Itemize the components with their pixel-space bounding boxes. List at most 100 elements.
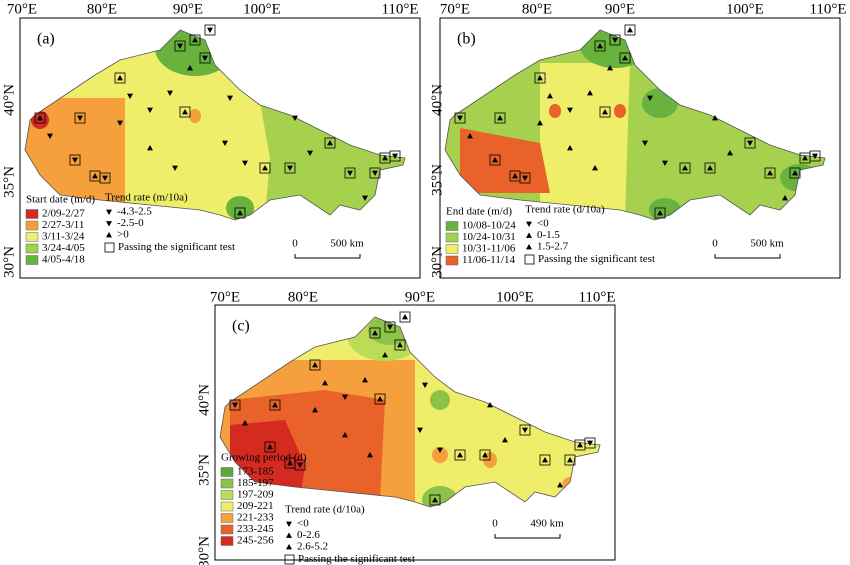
legend-title: End date (m/d) [446, 206, 512, 218]
station-marker [537, 120, 543, 126]
map-panel: (a) Start date (m/d) 2/09-2/272/27-3/113/1… [19, 17, 421, 279]
station-marker [397, 342, 403, 348]
station-box [174, 40, 186, 52]
station-marker [227, 95, 233, 101]
station-marker [372, 170, 378, 176]
latitude-label: 30°N [1, 246, 17, 278]
map-panel: (b)End date (m/d)10/08-10/2410/24-10/311… [439, 17, 841, 279]
station-box [429, 494, 441, 506]
scale-label: 500 km [750, 238, 784, 250]
station-marker [747, 140, 753, 146]
station-marker [622, 55, 628, 61]
station-marker [47, 133, 53, 139]
scale-zero: 0 [712, 238, 718, 250]
station-box [264, 441, 276, 453]
station-marker [37, 115, 43, 121]
station-marker [537, 75, 543, 81]
station-marker [117, 75, 123, 81]
station-box [539, 454, 551, 466]
station-marker [172, 165, 178, 171]
station-marker [207, 27, 213, 33]
scale-zero: 0 [292, 238, 298, 250]
longitude-label: 100°E [243, 1, 281, 17]
legend-swatch [220, 513, 234, 523]
legend-label: 197-209 [237, 489, 274, 501]
trend-symbol [526, 221, 532, 227]
scale-bar [494, 534, 561, 539]
region-outline [24, 29, 406, 221]
station-marker [187, 65, 193, 71]
station-marker [597, 43, 603, 49]
scale-zero: 0 [492, 518, 498, 530]
trend-symbol [106, 209, 112, 215]
trend-symbol [526, 232, 532, 238]
legend-label: 10/31-11/06 [462, 243, 516, 255]
station-box [189, 34, 201, 46]
trend-label: -2.5-0 [117, 217, 144, 229]
station-marker [497, 115, 503, 121]
station-marker [292, 115, 298, 121]
panel-label: (b) [457, 31, 476, 48]
station-marker [792, 170, 798, 176]
station-marker [382, 155, 388, 161]
station-marker [192, 37, 198, 43]
trend-label: >0 [117, 229, 129, 241]
station-marker [127, 93, 133, 99]
latitude-label: 35°N [429, 164, 445, 196]
station-box [454, 112, 466, 124]
station-marker [167, 90, 173, 96]
station-box [369, 327, 381, 339]
passing-box [284, 554, 295, 565]
latitude-label: 35°N [1, 166, 17, 198]
legend-swatch [445, 221, 459, 231]
passing-label: Passing the significant test [538, 253, 655, 265]
station-marker [727, 150, 733, 156]
station-box [369, 167, 381, 179]
station-marker [327, 140, 333, 146]
station-box [679, 162, 691, 174]
station-box [284, 162, 296, 174]
station-marker [182, 109, 188, 115]
station-marker [767, 170, 773, 176]
scale-bar [714, 254, 781, 259]
station-box [389, 150, 401, 162]
longitude-label: 70°E [210, 289, 240, 305]
station-box [114, 72, 126, 84]
station-marker [607, 65, 613, 71]
legend-label: 2/27-3/11 [42, 219, 84, 231]
station-box [584, 437, 596, 449]
station-marker [392, 153, 398, 159]
station-marker [417, 427, 423, 433]
station-marker [512, 173, 518, 179]
passing-label: Passing the significant test [298, 553, 415, 565]
station-marker [342, 394, 348, 400]
station-marker [382, 352, 388, 358]
station-marker [642, 140, 648, 146]
station-box [294, 459, 306, 471]
zone [430, 390, 450, 410]
legend-swatch [25, 255, 39, 265]
legend-label: 11/06-11/14 [462, 254, 515, 266]
station-box [534, 72, 546, 84]
longitude-label: 110°E [809, 1, 846, 17]
legend-swatch [220, 467, 234, 477]
station-box [199, 52, 211, 64]
longitude-label: 80°E [522, 1, 552, 17]
station-box [764, 167, 776, 179]
station-box [399, 311, 411, 323]
station-marker [342, 432, 348, 438]
station-marker [422, 382, 428, 388]
legend-label: 245-256 [237, 535, 274, 547]
station-box [384, 321, 396, 333]
station-marker [502, 437, 508, 443]
zone [460, 128, 550, 193]
zone [189, 109, 201, 123]
station-marker [177, 43, 183, 49]
station-marker [347, 170, 353, 176]
station-marker [587, 90, 593, 96]
station-box [609, 34, 621, 46]
station-box [454, 449, 466, 461]
station-marker [782, 195, 788, 201]
station-marker [602, 109, 608, 115]
station-marker [457, 115, 463, 121]
